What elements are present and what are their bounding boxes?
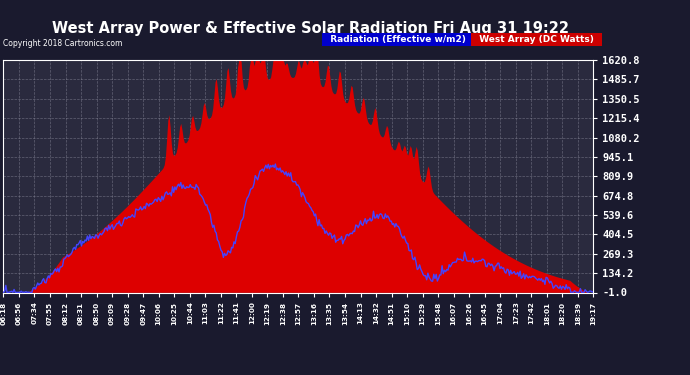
Text: West Array (DC Watts): West Array (DC Watts) <box>473 35 600 44</box>
Text: Copyright 2018 Cartronics.com: Copyright 2018 Cartronics.com <box>3 39 123 48</box>
Text: West Array Power & Effective Solar Radiation Fri Aug 31 19:22: West Array Power & Effective Solar Radia… <box>52 21 569 36</box>
Text: Radiation (Effective w/m2): Radiation (Effective w/m2) <box>324 35 473 44</box>
